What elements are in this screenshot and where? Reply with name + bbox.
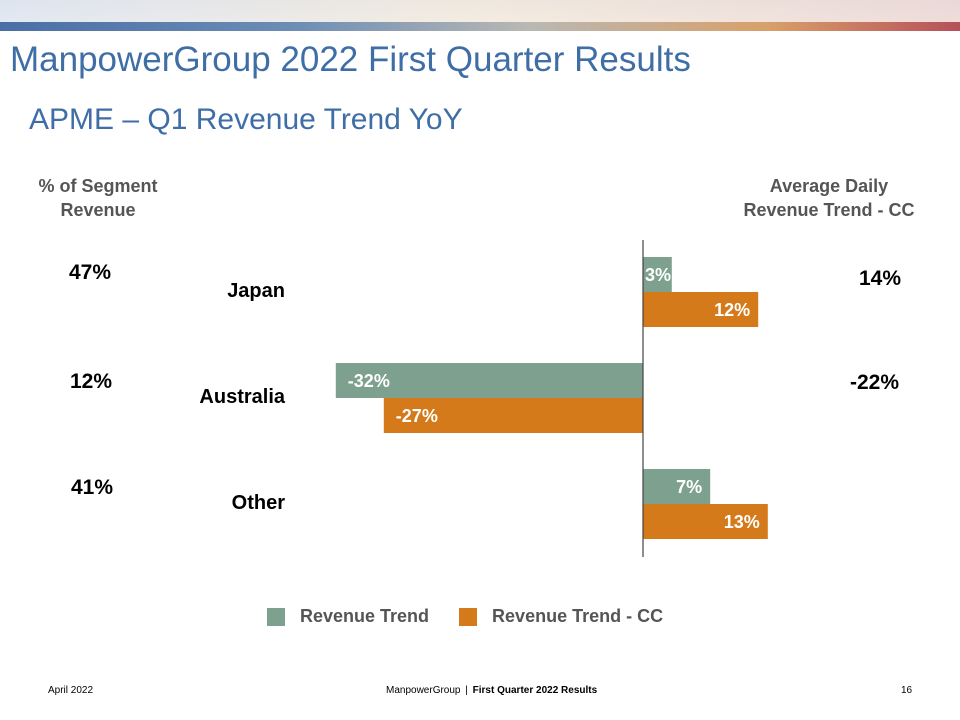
bar-other-revenue-trend-cc	[643, 504, 768, 539]
data-label-australia-revenue-trend: -32%	[348, 371, 390, 391]
segment-share-header: % of Segment Revenue	[22, 174, 174, 222]
legend-label-revenue-trend: Revenue Trend	[300, 606, 430, 626]
footer-report: First Quarter 2022 Results	[472, 685, 598, 696]
legend-swatch-revenue-trend	[267, 607, 285, 626]
avg-daily-japan: 14%	[859, 267, 902, 290]
avg-daily-australia: -22%	[850, 371, 900, 394]
data-label-other-revenue-trend: 7%	[676, 477, 702, 497]
data-label-japan-revenue-trend-cc: 12%	[714, 300, 750, 320]
avg-daily-header-line1: Average Daily	[769, 176, 889, 196]
bar-japan-revenue-trend	[643, 257, 672, 292]
segment-share-japan: 47%	[69, 261, 112, 284]
category-label-other: Other	[231, 492, 285, 514]
legend-swatch-revenue-trend-cc	[459, 607, 478, 626]
bar-japan-revenue-trend-cc	[643, 292, 759, 327]
avg-daily-header: Average Daily Revenue Trend - CC	[718, 174, 940, 222]
header-glow	[0, 0, 960, 22]
footer-separator: |	[465, 685, 468, 696]
bar-australia-revenue-trend	[335, 363, 643, 398]
chart-legend: Revenue Trend Revenue Trend - CC	[267, 606, 693, 627]
slide-subtitle: APME – Q1 Revenue Trend YoY	[29, 103, 463, 136]
segment-share-header-line2: Revenue	[60, 200, 136, 220]
avg-daily-header-line2: Revenue Trend - CC	[743, 200, 915, 220]
data-label-japan-revenue-trend: 3%	[645, 265, 671, 285]
category-label-japan: Japan	[227, 280, 285, 302]
bar-other-revenue-trend	[643, 469, 711, 504]
segment-share-australia: 12%	[70, 370, 113, 393]
data-label-australia-revenue-trend-cc: -27%	[396, 406, 438, 426]
category-label-australia: Australia	[199, 386, 285, 408]
segment-share-header-line1: % of Segment	[38, 176, 158, 196]
footer-page-number: 16	[901, 685, 913, 696]
header-stripe	[0, 22, 960, 31]
slide-title: ManpowerGroup 2022 First Quarter Results	[10, 40, 691, 79]
legend-label-revenue-trend-cc: Revenue Trend - CC	[492, 606, 664, 626]
segment-share-other: 41%	[71, 476, 114, 499]
footer-company: ManpowerGroup	[386, 685, 461, 696]
footer-date: April 2022	[48, 685, 94, 696]
data-label-other-revenue-trend-cc: 13%	[724, 512, 760, 532]
bar-australia-revenue-trend-cc	[383, 398, 643, 433]
footer-center: ManpowerGroup | First Quarter 2022 Resul…	[386, 685, 597, 696]
